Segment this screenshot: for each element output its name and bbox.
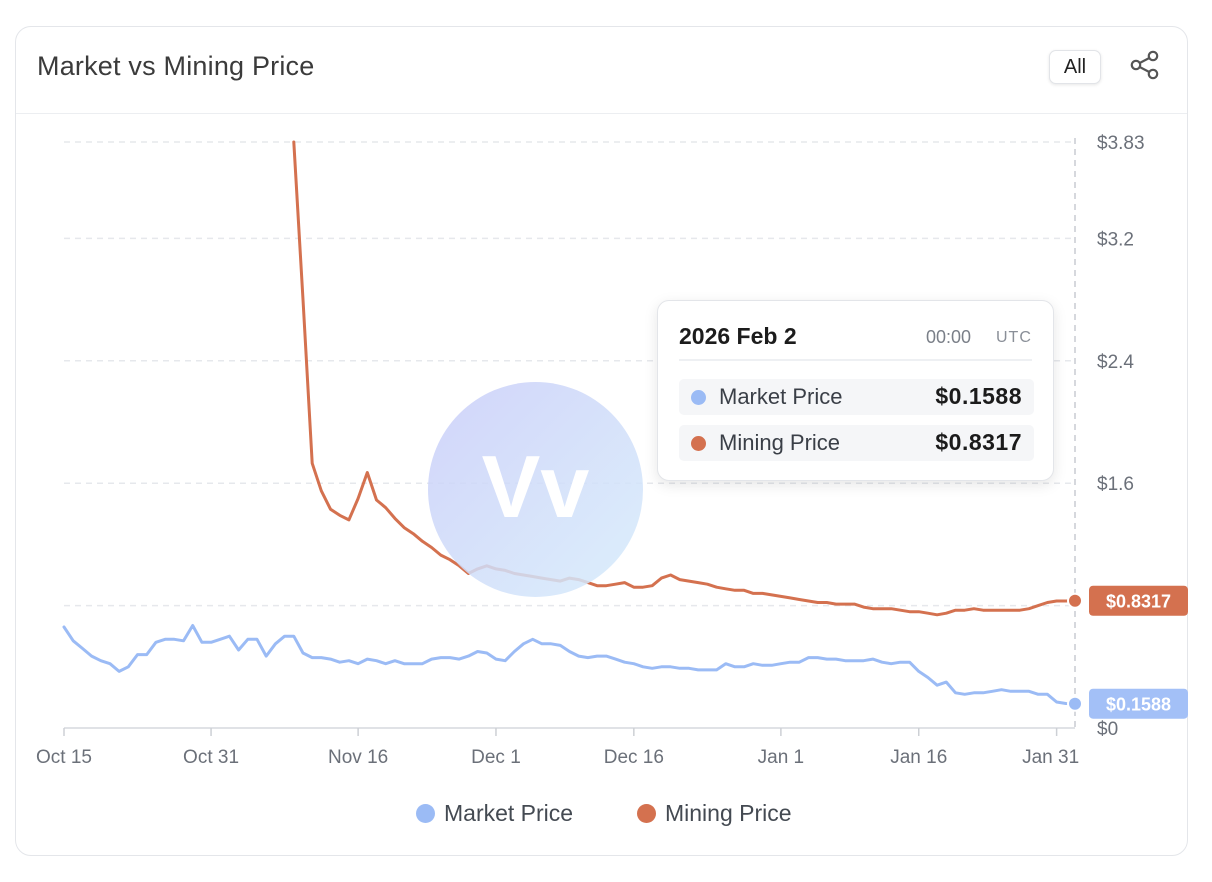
tooltip-label: Market Price [719,384,843,409]
range-all-button[interactable]: All [1049,50,1101,84]
legend-label: Market Price [444,800,574,826]
market-price-badge [1089,688,1188,719]
x-tick-label: Jan 31 [1022,747,1079,768]
legend-item-market[interactable]: Market Price [416,800,573,827]
tooltip-value: $0.8317 [935,429,1022,455]
market-price-badge-text: $0.1588 [1106,695,1171,715]
share-icon[interactable] [1129,49,1161,81]
mining-dot-icon [691,436,706,451]
market-dot-icon [691,390,706,405]
x-tick-label: Dec 1 [471,747,521,768]
x-tick-label: Jan 1 [758,747,804,768]
card-header: Market vs Mining Price All [16,27,1187,114]
market-dot-icon [416,804,435,823]
chart-title: Market vs Mining Price [37,51,315,81]
tooltip-date: 2026 Feb 2 [679,323,797,349]
mining-price-endpoint [1067,592,1083,609]
legend-item-mining[interactable]: Mining Price [637,800,792,827]
y-tick-label: $3.2 [1097,229,1134,250]
y-tick-label: $3.83 [1097,133,1145,154]
x-tick-label: Oct 15 [36,747,92,768]
mining-price-badge [1089,585,1188,616]
watermark-text: Vv [482,437,590,536]
y-tick-label: $2.4 [1097,352,1134,373]
mining-dot-icon [637,804,656,823]
x-tick-label: Oct 31 [183,747,239,768]
mining-price-line [292,140,1077,617]
x-tick-label: Jan 16 [890,747,947,768]
tooltip-timezone: UTC [996,329,1032,346]
market-price-endpoint [1067,695,1083,712]
legend: Market Price Mining Price [0,800,1212,830]
legend-label: Mining Price [665,800,792,826]
tooltip-value: $0.1588 [935,383,1022,409]
tooltip-label: Mining Price [719,430,841,455]
price-chart[interactable]: Oct 15 Oct 31 Nov 16 Dec 1 Dec 16 Jan 1 Jan 16… [0,0,1212,800]
y-tick-label: $1.6 [1097,474,1134,495]
x-tick-label: Nov 16 [328,747,388,768]
tooltip-time: 00:00 [926,327,972,347]
market-price-line [62,624,1077,706]
logo-watermark: Vv [428,382,643,597]
tooltip: 2026 Feb 2 00:00 UTC Market Price $0.158… [657,300,1054,481]
mining-price-badge-text: $0.8317 [1106,592,1171,612]
y-tick-label: $0 [1097,719,1118,740]
x-tick-label: Dec 16 [604,747,664,768]
tooltip-divider [679,359,1032,361]
tooltip-row-market: Market Price $0.1588 [679,379,1034,415]
tooltip-row-mining: Mining Price $0.8317 [679,425,1034,461]
